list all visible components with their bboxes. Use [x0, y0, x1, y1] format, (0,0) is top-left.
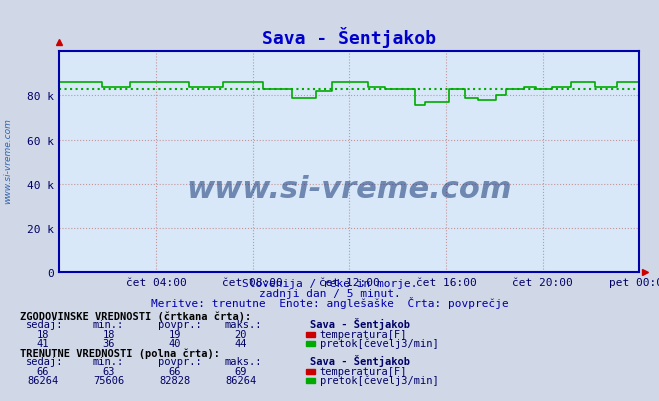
Text: 66: 66 — [37, 366, 49, 376]
Text: 36: 36 — [103, 338, 115, 348]
Text: min.:: min.: — [92, 356, 123, 367]
Text: 20: 20 — [235, 329, 246, 339]
Text: 69: 69 — [235, 366, 246, 376]
Title: Sava - Šentjakob: Sava - Šentjakob — [262, 27, 436, 48]
Text: ZGODOVINSKE VREDNOSTI (črtkana črta):: ZGODOVINSKE VREDNOSTI (črtkana črta): — [20, 310, 251, 321]
Text: Sava - Šentjakob: Sava - Šentjakob — [310, 354, 410, 367]
Text: 41: 41 — [37, 338, 49, 348]
Text: Meritve: trenutne  Enote: anglešaške  Črta: povprečje: Meritve: trenutne Enote: anglešaške Črta… — [151, 296, 508, 308]
Text: TRENUTNE VREDNOSTI (polna črta):: TRENUTNE VREDNOSTI (polna črta): — [20, 347, 219, 358]
Text: 66: 66 — [169, 366, 181, 376]
Text: pretok[čevelj3/min]: pretok[čevelj3/min] — [320, 338, 438, 348]
Bar — [306, 369, 315, 374]
Text: min.:: min.: — [92, 320, 123, 330]
Bar — [306, 378, 315, 383]
Text: 19: 19 — [169, 329, 181, 339]
Text: zadnji dan / 5 minut.: zadnji dan / 5 minut. — [258, 288, 401, 298]
Text: 75606: 75606 — [93, 375, 125, 385]
Text: 40: 40 — [169, 338, 181, 348]
Text: 86264: 86264 — [27, 375, 59, 385]
Text: Slovenija / reke in morje.: Slovenija / reke in morje. — [242, 278, 417, 288]
Text: www.si-vreme.com: www.si-vreme.com — [3, 117, 13, 203]
Text: temperatura[F]: temperatura[F] — [320, 329, 407, 339]
Text: Sava - Šentjakob: Sava - Šentjakob — [310, 318, 410, 330]
Text: 63: 63 — [103, 366, 115, 376]
Text: povpr.:: povpr.: — [158, 356, 202, 367]
Text: 44: 44 — [235, 338, 246, 348]
Text: 82828: 82828 — [159, 375, 190, 385]
Text: povpr.:: povpr.: — [158, 320, 202, 330]
Text: 86264: 86264 — [225, 375, 256, 385]
Text: sedaj:: sedaj: — [26, 320, 64, 330]
Text: maks.:: maks.: — [224, 320, 262, 330]
Text: 18: 18 — [103, 329, 115, 339]
Text: sedaj:: sedaj: — [26, 356, 64, 367]
Text: temperatura[F]: temperatura[F] — [320, 366, 407, 376]
Text: 18: 18 — [37, 329, 49, 339]
Text: pretok[čevelj3/min]: pretok[čevelj3/min] — [320, 375, 438, 385]
Text: www.si-vreme.com: www.si-vreme.com — [186, 174, 512, 203]
Text: maks.:: maks.: — [224, 356, 262, 367]
Bar — [306, 341, 315, 346]
Bar — [306, 332, 315, 337]
